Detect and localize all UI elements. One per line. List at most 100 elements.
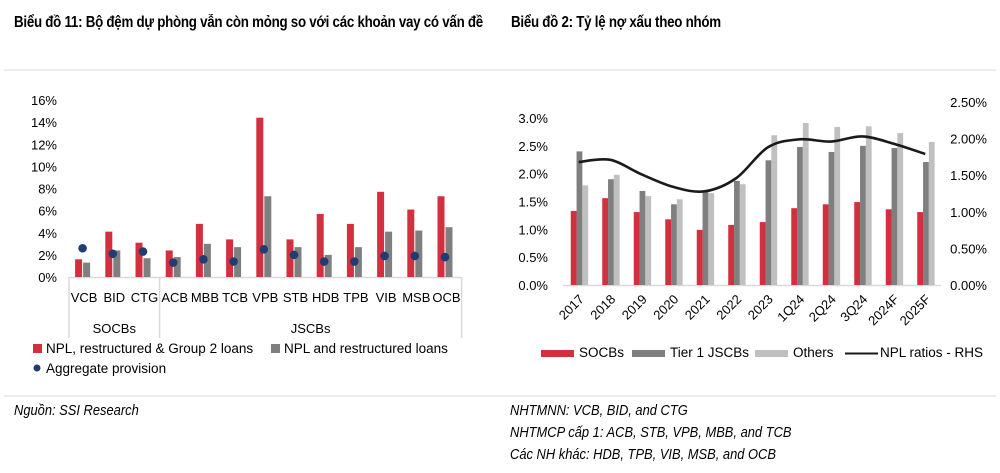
x-tick-label: 2021	[682, 292, 713, 323]
legend-dot-navy	[33, 364, 41, 372]
x-tick-label: 3Q24	[837, 292, 870, 325]
bar-npl-restructured-group2	[316, 213, 324, 277]
x-tick-label: OCB	[432, 290, 460, 305]
bar-tier1-jscbs	[734, 180, 740, 285]
bar-others	[645, 195, 652, 285]
footnote-others: Các NH khác: HDB, TPB, VIB, MSB, and OCB	[510, 446, 776, 463]
bar-tier1-jscbs	[797, 146, 803, 285]
bar-socbs	[696, 229, 703, 285]
dot-aggregate-provision	[78, 243, 87, 253]
y-tick-label: 0%	[38, 270, 57, 285]
x-tick-label: BID	[103, 290, 125, 305]
divider	[500, 69, 996, 71]
x-tick-label: 1Q24	[774, 292, 807, 325]
y-left-tick-label: 1.0%	[518, 222, 548, 237]
x-tick-label: 2022	[713, 292, 744, 323]
x-tick-label: VCB	[71, 290, 98, 305]
bar-npl-restructured	[173, 257, 181, 277]
x-tick-label: STB	[283, 290, 308, 305]
x-tick-label: VIB	[376, 290, 397, 305]
legend-label: Others	[793, 345, 834, 360]
y-tick-label: 6%	[38, 204, 57, 219]
bar-socbs	[665, 219, 672, 285]
bar-npl-restructured-group2	[407, 209, 415, 277]
x-tick-label: 2024F	[865, 291, 902, 328]
divider	[4, 69, 500, 71]
y-left-tick-label: 0.0%	[518, 278, 548, 293]
divider	[4, 395, 996, 397]
bar-tier1-jscbs	[828, 151, 835, 285]
x-tick-label: VPB	[252, 290, 278, 305]
legend-label: SOCBs	[579, 345, 624, 360]
bar-npl-restructured-group2	[135, 242, 143, 277]
bar-socbs	[822, 204, 829, 285]
bar-others	[897, 133, 904, 285]
dot-aggregate-provision	[138, 247, 148, 256]
y-left-tick-label: 2.0%	[518, 167, 548, 182]
left-chart: 0% 2% 4% 6% 8% 10% 12% 14% 16% VCB BID CTG ACB MBB TCB…	[31, 93, 463, 376]
legend-label: NPL, restructured & Group 2 loans	[46, 341, 253, 356]
y-tick-label: 10%	[31, 159, 57, 174]
y-right-tick-label: 0.50%	[950, 241, 987, 256]
bar-tier1-jscbs	[891, 148, 898, 285]
x-tick-label: HDB	[312, 290, 339, 305]
dot-aggregate-provision	[229, 257, 238, 266]
y-tick-label: 14%	[31, 115, 57, 130]
y-left-tick-label: 2.5%	[518, 139, 548, 154]
bar-others	[739, 184, 746, 285]
bar-npl-restructured-group2	[286, 239, 294, 277]
y-right-tick-label: 0.00%	[950, 278, 987, 293]
y-left-tick-label: 1.5%	[518, 195, 548, 210]
x-tick-label: 2025F	[897, 291, 934, 328]
bar-others	[771, 135, 778, 285]
bar-npl-restructured-group2	[226, 239, 234, 277]
bar-npl-restructured-group2	[377, 191, 385, 277]
y-right-tick-label: 1.00%	[950, 205, 987, 220]
dot-aggregate-provision	[168, 258, 178, 267]
x-tick-label: 2017	[556, 292, 587, 323]
bar-npl-restructured	[264, 196, 272, 277]
source-note: Nguồn: SSI Research	[14, 402, 139, 419]
x-tick-label: MSB	[402, 290, 430, 305]
y-tick-label: 12%	[31, 137, 57, 152]
bar-npl-restructured-group2	[346, 223, 354, 277]
dot-aggregate-provision	[350, 257, 359, 266]
bar-others	[834, 126, 841, 285]
dot-aggregate-provision	[319, 257, 329, 266]
x-tick-label: MBB	[191, 290, 219, 305]
bar-socbs	[917, 212, 924, 285]
bar-socbs	[633, 212, 640, 285]
dot-aggregate-provision	[410, 251, 420, 261]
footnote-tier1: NHTMCP cấp 1: ACB, STB, VPB, MBB, and TC…	[510, 424, 792, 441]
bar-socbs	[602, 198, 609, 285]
legend-swatch-tier1	[632, 350, 665, 357]
bar-npl-restructured	[113, 250, 121, 277]
x-tick-label: TPB	[343, 290, 368, 305]
x-tick-label: ACB	[161, 290, 188, 305]
legend-label: NPL and restructured loans	[284, 341, 448, 356]
legend-label: Aggregate provision	[46, 361, 166, 376]
legend-label: Tier 1 JSCBs	[670, 345, 749, 360]
bar-npl-restructured-group2	[437, 196, 445, 277]
bar-tier1-jscbs	[923, 161, 929, 285]
bar-npl-restructured	[324, 254, 332, 277]
line-npl-ratios	[578, 135, 926, 193]
bar-socbs	[570, 210, 577, 285]
y-tick-label: 2%	[38, 248, 57, 263]
x-tick-label: CTG	[131, 290, 158, 305]
y-right-tick-label: 2.00%	[950, 132, 987, 147]
bar-npl-restructured	[445, 227, 453, 277]
group-label: JSCBs	[291, 321, 331, 336]
bar-npl-restructured-group2	[195, 223, 203, 277]
bar-socbs	[885, 209, 892, 285]
y-right-tick-label: 2.50%	[950, 95, 987, 110]
bar-others	[802, 123, 809, 285]
left-chart-title: Biểu đồ 11: Bộ đệm dự phòng vẫn còn mỏng…	[14, 14, 483, 31]
dot-aggregate-provision	[259, 245, 269, 254]
y-tick-label: 16%	[31, 93, 57, 108]
y-left-tick-label: 3.0%	[518, 111, 548, 126]
bar-others	[928, 141, 935, 285]
bar-tier1-jscbs	[576, 151, 583, 285]
legend-label: NPL ratios - RHS	[880, 345, 983, 360]
bar-others	[582, 185, 589, 285]
